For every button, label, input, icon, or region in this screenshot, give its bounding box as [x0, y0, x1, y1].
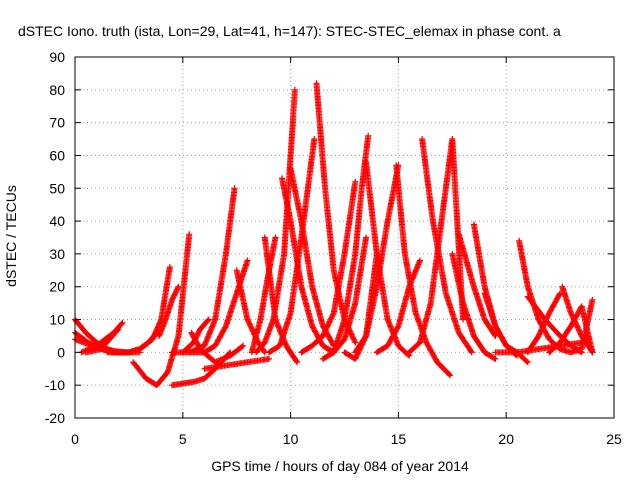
y-tick-label: 90 [49, 49, 65, 65]
plot-frame [74, 56, 615, 419]
series-marks [481, 290, 531, 366]
series-43 [492, 339, 585, 356]
y-tick-label: -10 [45, 377, 65, 393]
series-marks [186, 185, 238, 356]
series-marks [201, 355, 272, 372]
series-42 [559, 283, 596, 356]
y-axis-label: dSTEC / TECUs [3, 185, 19, 287]
series-marks [419, 136, 475, 356]
series-28 [363, 159, 413, 359]
series-marks [492, 339, 585, 356]
x-tick-label: 0 [71, 431, 79, 447]
y-tick-label: 80 [49, 82, 65, 98]
series-36 [455, 231, 499, 339]
series-33 [419, 136, 475, 356]
series-41 [546, 303, 596, 356]
series-6 [104, 264, 173, 356]
x-axis-label: GPS time / hours of day 084 of year 2014 [211, 458, 469, 474]
series-marks [406, 136, 467, 356]
series-19 [248, 234, 279, 356]
x-tick-label: 20 [498, 431, 514, 447]
y-tick-label: 30 [49, 246, 65, 262]
series-13 [186, 185, 238, 356]
series-9 [156, 283, 182, 339]
series-37 [481, 290, 531, 366]
series-8 [130, 231, 193, 389]
series-marks [546, 303, 596, 356]
series-marks [156, 283, 182, 339]
series-32 [406, 136, 467, 356]
series-marks [188, 329, 247, 366]
series-34 [449, 250, 499, 362]
series-marks [125, 329, 160, 356]
series-marks [449, 250, 499, 362]
y-tick-label: 60 [49, 147, 65, 163]
y-tick-label: 40 [49, 213, 65, 229]
y-tick-label: 20 [49, 279, 65, 295]
series-29 [352, 162, 402, 356]
series-7 [125, 329, 160, 356]
x-tick-label: 15 [391, 431, 407, 447]
chart-title: dSTEC Iono. truth (ista, Lon=29, Lat=41,… [18, 23, 561, 39]
series-31 [373, 257, 423, 356]
series-15 [201, 355, 272, 372]
series-marks [298, 178, 359, 356]
series-marks [363, 159, 413, 359]
data-marks [72, 80, 596, 389]
series-marks [104, 264, 173, 356]
y-tick-label: -20 [45, 410, 65, 426]
series-14 [188, 329, 247, 366]
series-marks [248, 234, 279, 356]
series-marks [373, 257, 423, 356]
series-26 [330, 132, 372, 356]
y-tick-label: 50 [49, 180, 65, 196]
series-marks [559, 283, 596, 356]
series-5 [82, 326, 122, 356]
x-tick-label: 10 [283, 431, 299, 447]
series-marks [330, 132, 372, 356]
x-tick-label: 25 [606, 431, 622, 447]
y-tick-label: 10 [49, 312, 65, 328]
y-axis-ticks: -20 -10 0 10 20 30 40 50 60 70 80 90 [45, 49, 614, 426]
series-marks [82, 326, 122, 356]
x-tick-label: 5 [179, 431, 187, 447]
series-marks [352, 162, 402, 356]
x-axis-ticks: 0 5 10 15 20 25 [71, 57, 622, 447]
y-tick-label: 0 [57, 344, 65, 360]
series-marks [130, 231, 193, 389]
y-tick-label: 70 [49, 115, 65, 131]
series-marks [455, 231, 499, 339]
series-24 [298, 178, 359, 356]
